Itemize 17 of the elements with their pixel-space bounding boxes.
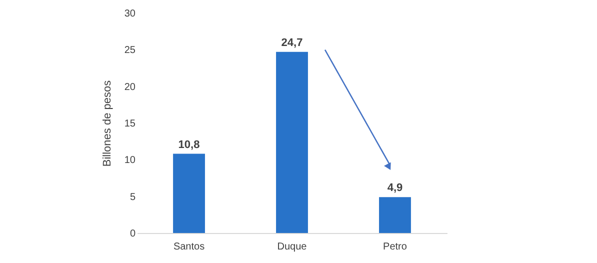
bar [173, 154, 205, 233]
x-tick-label: Santos [173, 242, 205, 252]
y-tick-label: 25 [124, 45, 136, 56]
y-tick-label: 5 [130, 192, 136, 203]
data-label: 24,7 [281, 36, 303, 49]
x-tick-label: Petro [383, 242, 408, 252]
y-tick-label: 0 [130, 228, 136, 240]
x-tick-label: Duque [277, 242, 308, 252]
bar [276, 52, 308, 233]
data-label: 4,9 [387, 182, 403, 194]
bar [379, 197, 411, 233]
y-tick-label: 20 [124, 82, 136, 93]
y-tick-label: 15 [124, 118, 136, 130]
y-axis-title: Billones de pesos [101, 80, 114, 167]
data-label: 10,8 [178, 138, 200, 151]
y-tick-label: 10 [124, 155, 136, 166]
y-tick-label: 30 [124, 8, 136, 20]
